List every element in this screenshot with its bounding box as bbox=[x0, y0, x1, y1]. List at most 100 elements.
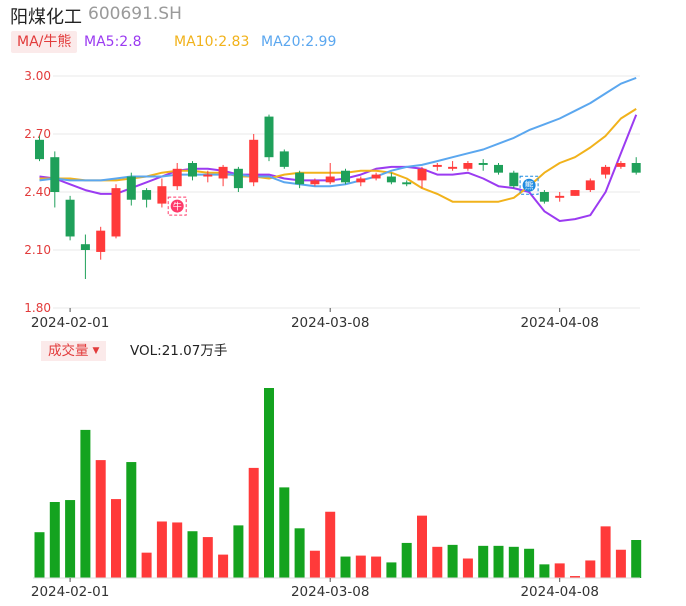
candle-body bbox=[50, 157, 60, 192]
x-tick-label: 2024-04-08 bbox=[520, 315, 598, 331]
candle-body bbox=[65, 199, 75, 237]
ma-indicator-tag[interactable]: MA/牛熊 bbox=[11, 31, 78, 53]
signal-marker-frame bbox=[519, 175, 539, 195]
candle-body bbox=[631, 163, 641, 173]
volume-bar bbox=[462, 558, 473, 578]
stock-code: 600691.SH bbox=[88, 4, 182, 24]
price-date-axis: 2024-02-01 2024-03-08 2024-04-08 bbox=[31, 308, 599, 331]
y-tick-label: 2.10 bbox=[24, 243, 51, 257]
candle-body bbox=[264, 116, 274, 158]
signal-marker-label: 熊 bbox=[525, 180, 534, 192]
candle-body bbox=[325, 176, 335, 183]
y-tick-label: 1.80 bbox=[24, 301, 51, 315]
candle-body bbox=[417, 168, 427, 181]
candle-body bbox=[35, 139, 44, 160]
candle-body bbox=[279, 151, 289, 167]
volume-bar bbox=[401, 542, 412, 578]
candle-body bbox=[601, 166, 611, 175]
volume-bar bbox=[65, 500, 76, 578]
x-tick-label: 2024-03-08 bbox=[291, 315, 369, 331]
volume-bar bbox=[95, 460, 106, 578]
candle-body bbox=[126, 176, 136, 200]
candle-body bbox=[218, 166, 228, 179]
volume-bar bbox=[141, 552, 152, 578]
volume-bar bbox=[34, 532, 45, 578]
volume-bar bbox=[340, 556, 351, 578]
volume-bar bbox=[493, 545, 504, 578]
price-grid bbox=[53, 75, 640, 309]
signal-marker-label: 牛 bbox=[173, 201, 182, 213]
dropdown-arrow-icon: ▼ bbox=[92, 346, 100, 356]
candle-body bbox=[509, 172, 519, 187]
candle-body bbox=[80, 244, 90, 250]
volume-value: VOL:21.07万手 bbox=[130, 343, 228, 359]
volume-bar bbox=[248, 467, 259, 578]
volume-bar bbox=[202, 537, 213, 578]
price-axis: 3.00 2.70 2.40 2.10 1.80 bbox=[24, 69, 51, 315]
candle-body bbox=[616, 163, 626, 167]
candle-body bbox=[402, 182, 412, 185]
x-tick-label: 2024-04-08 bbox=[520, 584, 598, 600]
candle-body bbox=[386, 176, 396, 183]
volume-bar bbox=[554, 563, 565, 578]
volume-bar bbox=[309, 550, 320, 578]
signal-marker-badge bbox=[522, 178, 536, 192]
volume-bar bbox=[355, 555, 366, 578]
candle-body bbox=[203, 174, 213, 177]
ma20-legend: MA20:2.99 bbox=[261, 34, 337, 50]
volume-bar bbox=[126, 462, 137, 578]
volume-bar bbox=[111, 499, 121, 578]
ma5-legend: MA5:2.8 bbox=[84, 34, 142, 50]
candle-body bbox=[310, 180, 320, 185]
candle-body bbox=[96, 230, 106, 252]
volume-bar bbox=[371, 556, 382, 578]
signal-marker-badge bbox=[170, 199, 184, 213]
volume-bar bbox=[80, 429, 91, 578]
candle-body bbox=[494, 164, 503, 173]
volume-bar bbox=[615, 549, 626, 578]
volume-bar bbox=[172, 522, 183, 578]
candle-body bbox=[341, 170, 350, 183]
volume-bar bbox=[187, 531, 198, 578]
candle-body bbox=[233, 168, 243, 189]
x-tick-label: 2024-03-08 bbox=[291, 584, 369, 600]
volume-indicator-dropdown[interactable]: 成交量 ▼ bbox=[41, 341, 107, 361]
moving-average-lines bbox=[39, 76, 638, 222]
ma20-line bbox=[39, 76, 637, 188]
candle-body bbox=[356, 178, 366, 183]
candle-body bbox=[585, 180, 595, 191]
volume-bar bbox=[570, 576, 580, 578]
volume-bar bbox=[218, 554, 229, 578]
ma10-legend: MA10:2.83 bbox=[174, 34, 250, 50]
candle-body bbox=[157, 186, 167, 204]
volume-bar bbox=[631, 540, 642, 578]
volume-bar bbox=[524, 548, 535, 578]
y-tick-label: 2.70 bbox=[24, 127, 51, 141]
candle-body bbox=[478, 163, 488, 165]
candle-body bbox=[448, 166, 458, 169]
candle-body bbox=[188, 163, 197, 177]
volume-bar bbox=[325, 511, 336, 578]
volume-bar bbox=[478, 545, 489, 578]
volume-bar bbox=[233, 525, 244, 578]
volume-bar bbox=[417, 515, 427, 578]
volume-bar bbox=[585, 560, 596, 578]
candle-body bbox=[432, 164, 442, 167]
x-tick-label: 2024-02-01 bbox=[31, 584, 109, 600]
candle-body bbox=[172, 168, 182, 187]
volume-bar bbox=[539, 564, 550, 578]
volume-tag-label: 成交量 bbox=[48, 343, 89, 359]
stock-name: 阳煤化工 bbox=[10, 7, 82, 28]
candlesticks bbox=[35, 114, 641, 279]
volume-bar bbox=[279, 487, 290, 578]
volume-bar bbox=[600, 526, 611, 578]
volume-bars bbox=[33, 388, 642, 579]
y-tick-label: 3.00 bbox=[24, 69, 51, 83]
signal-marker-frame bbox=[167, 196, 187, 216]
candle-body bbox=[463, 163, 473, 169]
candle-body bbox=[249, 139, 259, 183]
x-tick-label: 2024-02-01 bbox=[31, 315, 109, 331]
volume-bar bbox=[386, 562, 397, 578]
candle-body bbox=[111, 188, 121, 237]
